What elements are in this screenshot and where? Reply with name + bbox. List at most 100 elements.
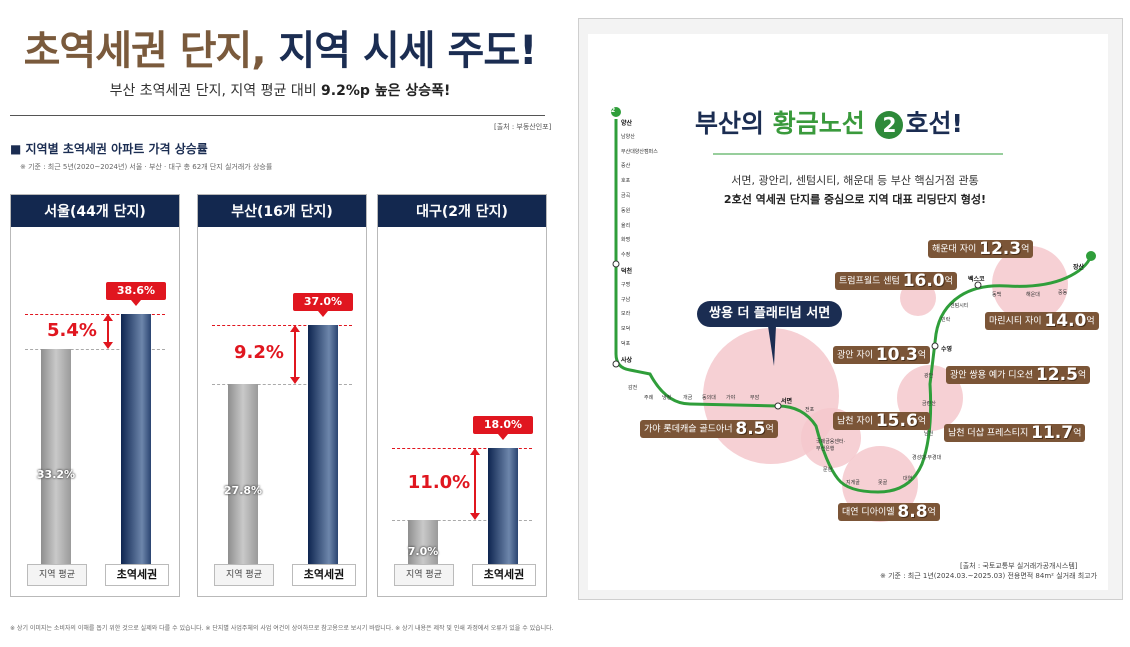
price-tag-name: 마린시티 자이 bbox=[989, 316, 1045, 327]
sasang-transfer bbox=[612, 360, 620, 368]
price-tag-unit: 억 bbox=[765, 424, 774, 435]
price-tag-name: 대연 디아이엘 bbox=[842, 507, 898, 518]
station-label: 못골 bbox=[878, 480, 888, 486]
price-tag-unit: 억 bbox=[1073, 428, 1082, 439]
station-label: 국제금융센터·부산은행 bbox=[816, 439, 846, 452]
bar-value-flag: 18.0% bbox=[473, 416, 533, 440]
chart-panel-title: 대구(2개 단지) bbox=[378, 195, 546, 227]
line-badge-start bbox=[611, 107, 621, 117]
station-area-reference-line bbox=[212, 324, 352, 326]
x-label-station-area: 초역세권 bbox=[105, 564, 169, 586]
bar-value-label: 33.2% bbox=[36, 467, 76, 481]
station-label: 호포 bbox=[621, 178, 631, 185]
station-label: 동원 bbox=[621, 207, 631, 214]
station-label: 금곡 bbox=[621, 193, 631, 199]
station-label: 중동 bbox=[1058, 290, 1068, 296]
suyeong-transfer bbox=[931, 342, 939, 350]
section-heading: ■ 지역별 초역세권 아파트 가격 상승률 bbox=[10, 142, 208, 156]
price-tag-value: 8.5 bbox=[735, 419, 766, 439]
subtitle: 부산 초역세권 단지, 지역 평균 대비 9.2%p 높은 상승폭! bbox=[0, 80, 560, 100]
bar-value-label: 27.8% bbox=[223, 483, 263, 497]
price-tag-unit: 억 bbox=[1086, 316, 1095, 327]
station-label: 부암 bbox=[750, 395, 760, 401]
station-label: 대연 bbox=[903, 476, 913, 482]
station-label: 남천 bbox=[924, 431, 934, 437]
main-title-part1: 초역세권 단지, bbox=[23, 28, 267, 74]
station-label: 개금 bbox=[683, 395, 693, 401]
bar-value-flag: 38.6% bbox=[106, 282, 166, 307]
divider bbox=[10, 115, 545, 116]
chart-panel: 대구(2개 단지) 7.0% 18.0% 11.0% 지역 평균 초역세권 bbox=[377, 194, 547, 597]
station-label: 감전 bbox=[628, 385, 638, 391]
price-tag: 남천 자이 15.6억 bbox=[833, 412, 931, 430]
chart-panel: 서울(44개 단지) 33.2% 38.6% 5.4% 지역 평균 초역세권 bbox=[10, 194, 180, 597]
price-tag-value: 11.7 bbox=[1031, 423, 1074, 443]
price-tag-value: 12.5 bbox=[1035, 365, 1078, 385]
price-tag-name: 남천 자이 bbox=[837, 416, 876, 427]
station-label: 양산 bbox=[621, 120, 633, 127]
map-criteria: ※ 기준 : 최근 1년(2024.03.~2025.03) 전용면적 84m²… bbox=[880, 572, 1098, 580]
line-2-path bbox=[614, 119, 1093, 494]
map-source: [출처 : 국토교통부 실거래가공개시스템] bbox=[960, 562, 1078, 570]
price-tag: 대연 디아이엘 8.8억 bbox=[838, 503, 940, 521]
x-label-station-area: 초역세권 bbox=[472, 564, 536, 586]
station-label: 경성대·부경대 bbox=[912, 455, 942, 461]
price-tag: 해운대 자이 12.3억 bbox=[928, 240, 1034, 258]
average-reference-line bbox=[25, 349, 165, 351]
main-title-part2: 지역 시세 주도! bbox=[278, 28, 537, 74]
bar-station-area bbox=[308, 324, 338, 565]
price-tag-unit: 억 bbox=[1077, 370, 1087, 381]
line-badge-end bbox=[1086, 251, 1096, 261]
station-label: 동의대 bbox=[702, 395, 716, 401]
station-label: 광안 bbox=[924, 373, 934, 379]
difference-label: 11.0% bbox=[407, 471, 471, 493]
price-tag: 광안 자이 10.3억 bbox=[833, 346, 931, 364]
average-reference-line bbox=[212, 384, 352, 386]
price-tag: 남천 더샵 프레스티지 11.7억 bbox=[944, 423, 1086, 443]
x-label-regional-average: 지역 평균 bbox=[394, 564, 454, 586]
station-label: 해운대 bbox=[1026, 292, 1040, 298]
price-tag-value: 14.0 bbox=[1044, 311, 1087, 331]
station-label: 지게골 bbox=[846, 480, 860, 486]
bar-regional-average bbox=[41, 349, 71, 565]
station-label: 모덕 bbox=[621, 326, 631, 333]
x-label-regional-average: 지역 평균 bbox=[27, 564, 87, 586]
map-description-2: 2호선 역세권 단지를 중심으로 지역 대표 리딩단지 형성! bbox=[690, 191, 1020, 207]
footer-disclaimer: ※ 상기 이미지는 소비자의 이해를 돕기 위한 것으로 실제와 다를 수 있습… bbox=[10, 625, 554, 632]
price-tag-name: 해운대 자이 bbox=[932, 244, 980, 255]
price-tag: 마린시티 자이 14.0억 bbox=[985, 312, 1099, 330]
map-description-2-rest: 지역 대표 리딩단지 형성! bbox=[868, 193, 987, 206]
x-label-station-area: 초역세권 bbox=[292, 564, 356, 586]
map-title-part2: 황금노선 bbox=[772, 109, 865, 138]
price-tag-value: 8.8 bbox=[897, 502, 928, 522]
station-label: 문현 bbox=[823, 467, 833, 473]
price-tag-unit: 억 bbox=[917, 350, 927, 361]
bar-regional-average bbox=[408, 519, 438, 565]
station-label: 동백 bbox=[992, 292, 1002, 298]
bar-station-area bbox=[121, 314, 151, 565]
price-tag-name: 광안 쌍용 예가 디오션 bbox=[950, 370, 1036, 381]
station-label: 덕포 bbox=[621, 341, 631, 347]
price-tag-name: 광안 자이 bbox=[837, 350, 876, 361]
bar-value-flag: 37.0% bbox=[293, 292, 353, 317]
bar-value-label: 7.0% bbox=[407, 544, 439, 558]
station-label: 덕천 bbox=[621, 268, 633, 275]
station-label: 냉정 bbox=[662, 395, 672, 401]
station-label: 벡스코 bbox=[968, 276, 985, 283]
station-label: 금련산 bbox=[922, 401, 936, 407]
station-label: 가야 bbox=[726, 395, 736, 401]
difference-label: 5.4% bbox=[47, 319, 97, 341]
price-tag-unit: 억 bbox=[944, 276, 953, 287]
station-label: 서면 bbox=[781, 398, 793, 405]
price-tag-value: 16.0 bbox=[902, 271, 945, 291]
price-tag-name: 트럼프월드 센텀 bbox=[839, 276, 903, 287]
price-tag-name: 남천 더샵 프레스티지 bbox=[948, 428, 1032, 439]
price-tag: 가야 롯데캐슬 골드아너 8.5억 bbox=[640, 420, 778, 438]
price-tag-unit: 억 bbox=[917, 416, 927, 427]
highlight-pointer bbox=[768, 326, 776, 366]
chart-panel-title: 서울(44개 단지) bbox=[11, 195, 179, 227]
seomyeon-transfer bbox=[774, 402, 782, 410]
line-2-badge: 2 bbox=[875, 111, 904, 139]
chart-panel-title: 부산(16개 단지) bbox=[198, 195, 366, 227]
line-badge-label: 2 bbox=[611, 107, 616, 114]
